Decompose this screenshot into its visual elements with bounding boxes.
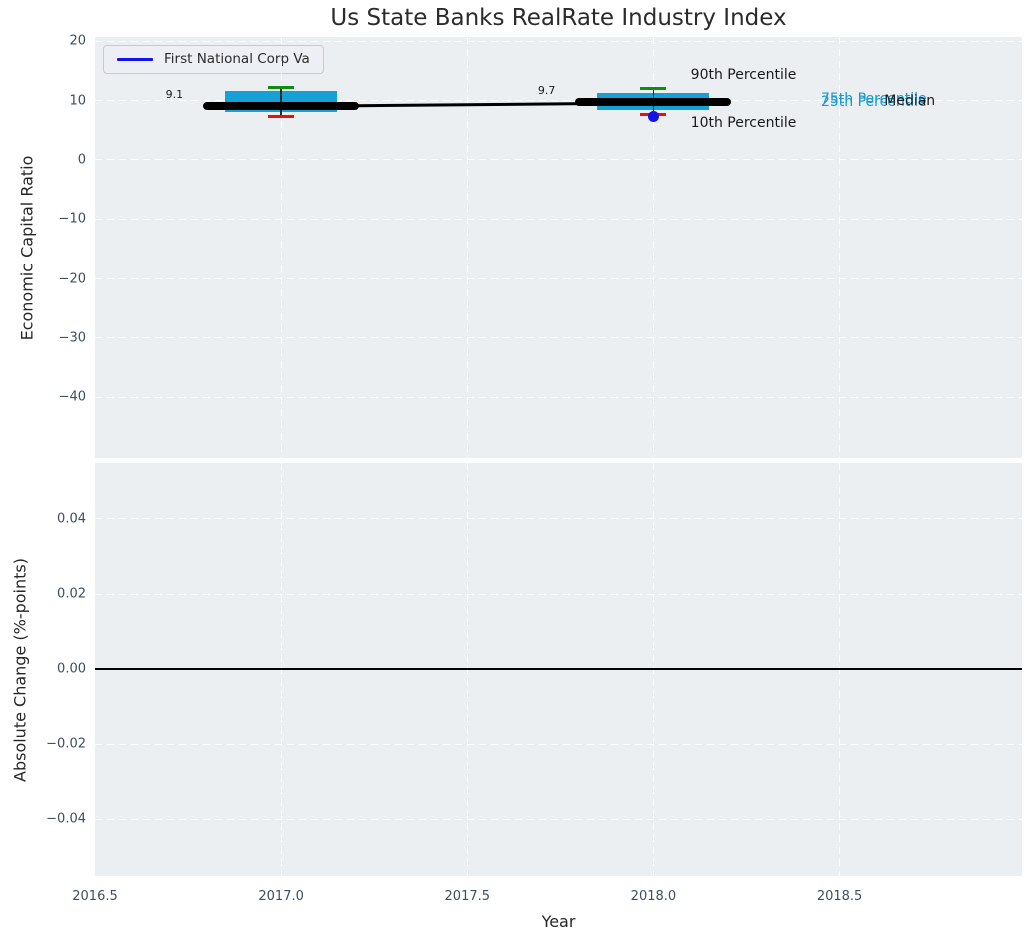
annotation-75th-percentile: 75th Percentile bbox=[820, 90, 927, 107]
y-tick-label: 10 bbox=[69, 93, 86, 109]
y-tick-label: −30 bbox=[58, 330, 86, 346]
legend-line-swatch bbox=[117, 57, 153, 61]
whisker-cap-90th bbox=[268, 85, 295, 89]
y-tick-label: −0.02 bbox=[46, 736, 86, 752]
zero-line bbox=[95, 668, 1022, 671]
x-tick-label: 2018.0 bbox=[630, 889, 677, 904]
gridline-horizontal bbox=[95, 518, 1022, 520]
y-tick-label: 0.02 bbox=[57, 586, 86, 602]
chart-title: Us State Banks RealRate Industry Index bbox=[330, 5, 787, 31]
whisker-cap-90th bbox=[640, 86, 667, 90]
gridline-horizontal bbox=[95, 396, 1022, 398]
gridline-horizontal bbox=[95, 278, 1022, 280]
whisker-cap-10th bbox=[268, 114, 295, 118]
median-value-label: 9.1 bbox=[165, 88, 184, 102]
y-tick-label: 0 bbox=[77, 152, 86, 168]
median-value-label: 9.7 bbox=[537, 84, 556, 98]
annotation-25th-percentile: 25th Percentile bbox=[820, 94, 927, 111]
gridline-horizontal bbox=[95, 40, 1022, 42]
gridline-horizontal bbox=[95, 818, 1022, 820]
company-point-marker bbox=[647, 110, 659, 122]
y-tick-label: −10 bbox=[58, 211, 86, 227]
gridline-horizontal bbox=[95, 337, 1022, 339]
median-segment bbox=[203, 102, 360, 111]
x-tick-label: 2016.5 bbox=[72, 889, 118, 904]
y-tick-label: 0.04 bbox=[57, 511, 86, 527]
gridline-vertical bbox=[280, 37, 282, 458]
y-tick-label: −40 bbox=[58, 389, 86, 405]
gridline-horizontal bbox=[95, 743, 1022, 745]
legend: First National Corp Va bbox=[103, 45, 324, 74]
annotation-median: Median bbox=[884, 92, 936, 109]
x-axis-label: Year bbox=[541, 912, 576, 931]
gridline-horizontal bbox=[95, 593, 1022, 595]
legend-label: First National Corp Va bbox=[164, 51, 310, 67]
x-tick-label: 2018.5 bbox=[816, 889, 863, 904]
y-tick-label: −0.04 bbox=[46, 811, 86, 827]
x-tick-label: 2017.0 bbox=[258, 889, 304, 904]
gridline-vertical bbox=[652, 37, 654, 458]
gridline-horizontal bbox=[95, 100, 1022, 102]
gridline-vertical bbox=[839, 37, 841, 458]
y-tick-label: 20 bbox=[69, 33, 86, 49]
y-axis-label-top: Economic Capital Ratio bbox=[17, 155, 37, 341]
y-tick-label: 0.00 bbox=[57, 661, 86, 677]
bottom-axes-absolute-change bbox=[95, 463, 1022, 876]
gridline-horizontal bbox=[95, 159, 1022, 161]
gridline-horizontal bbox=[95, 218, 1022, 220]
annotation-90th-percentile: 90th Percentile bbox=[690, 67, 797, 84]
annotation-10th-percentile: 10th Percentile bbox=[690, 114, 797, 131]
median-segment bbox=[575, 98, 732, 107]
x-tick-label: 2017.5 bbox=[444, 889, 491, 904]
top-axes-economic-capital-ratio: First National Corp Va 9.1 9.7 90th Percen… bbox=[95, 37, 1022, 458]
gridline-vertical bbox=[466, 37, 468, 458]
y-tick-label: −20 bbox=[58, 271, 86, 287]
whisker-line bbox=[280, 87, 282, 117]
